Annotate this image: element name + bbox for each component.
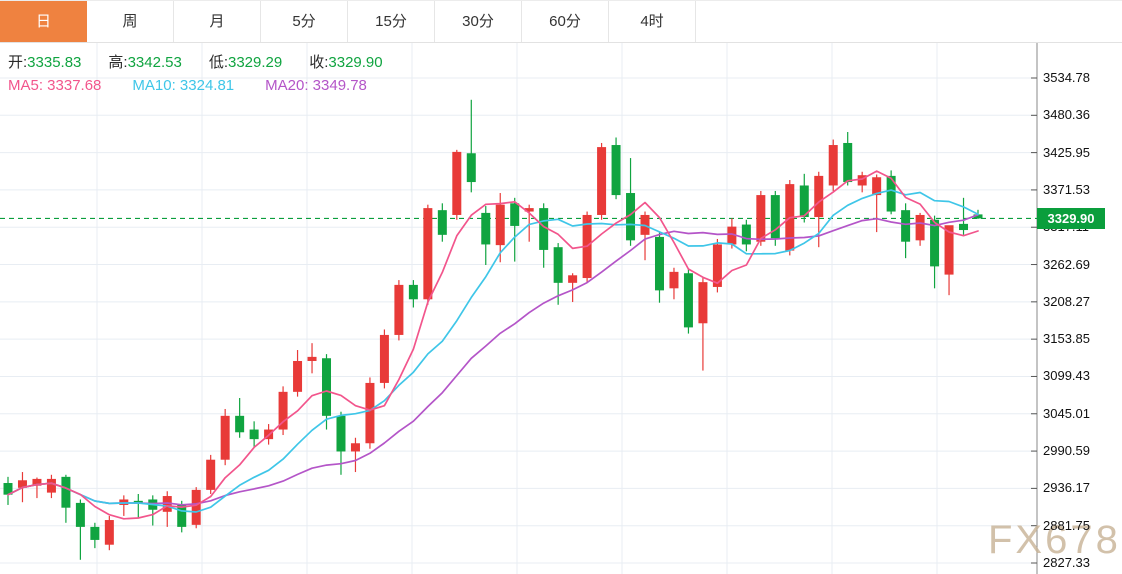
tab-week[interactable]: 周 — [87, 1, 174, 42]
ohlc-high: 高:3342.53 — [108, 54, 182, 71]
axis-tick-label: 2936.17 — [1043, 480, 1090, 496]
axis-tick-label: 3371.53 — [1043, 181, 1090, 197]
tab-month[interactable]: 月 — [174, 1, 261, 42]
ma-legend-ma20: MA20: 3349.78 — [265, 77, 367, 94]
tab-5min[interactable]: 5分 — [261, 1, 348, 42]
timeframe-tabs: 日周月 5分 15分 30分 60分 4时 — [0, 0, 1122, 43]
axis-tick-label: 3425.95 — [1043, 144, 1090, 160]
tab-4hour[interactable]: 4时 — [609, 1, 696, 42]
ma-legend-ma5: MA5: 3337.68 — [8, 77, 102, 94]
tab-15min[interactable]: 15分 — [348, 1, 435, 42]
ohlc-low: 低:3329.29 — [208, 54, 283, 71]
axis-tick-label: 3208.27 — [1043, 293, 1090, 309]
ma-info-row: MA5: 3337.68 MA10: 3324.81 MA20: 3349.78 — [8, 77, 398, 97]
ma-legend-ma10: MA10: 3324.81 — [132, 77, 235, 94]
ohlc-info-row: 开:3335.83 高:3342.53 低:3329.29 收:3329.90 — [8, 51, 410, 71]
watermark-logo: FX678 — [988, 518, 1121, 562]
axis-tick-label: 3262.69 — [1043, 256, 1090, 272]
axis-tick-label: 3099.43 — [1043, 368, 1090, 384]
tab-60min[interactable]: 60分 — [522, 1, 609, 42]
axis-tick-label: 3153.85 — [1043, 331, 1090, 347]
ohlc-open: 开:3335.83 — [8, 54, 82, 71]
axis-tick-label: 3045.01 — [1043, 405, 1090, 421]
axis-tick-label: 2827.33 — [1043, 555, 1090, 570]
ohlc-close: 收:3329.90 — [309, 54, 383, 71]
tab-30min[interactable]: 30分 — [435, 1, 522, 42]
axis-tick-label: 3534.78 — [1043, 70, 1090, 85]
tab-day[interactable]: 日 — [0, 1, 87, 42]
current-price-tag: 3329.90 — [1037, 208, 1105, 229]
axis-tick-label: 2990.59 — [1043, 443, 1090, 459]
axis-tick-label: 3480.36 — [1043, 107, 1090, 123]
axis-tick-label: 2881.75 — [1043, 517, 1090, 533]
